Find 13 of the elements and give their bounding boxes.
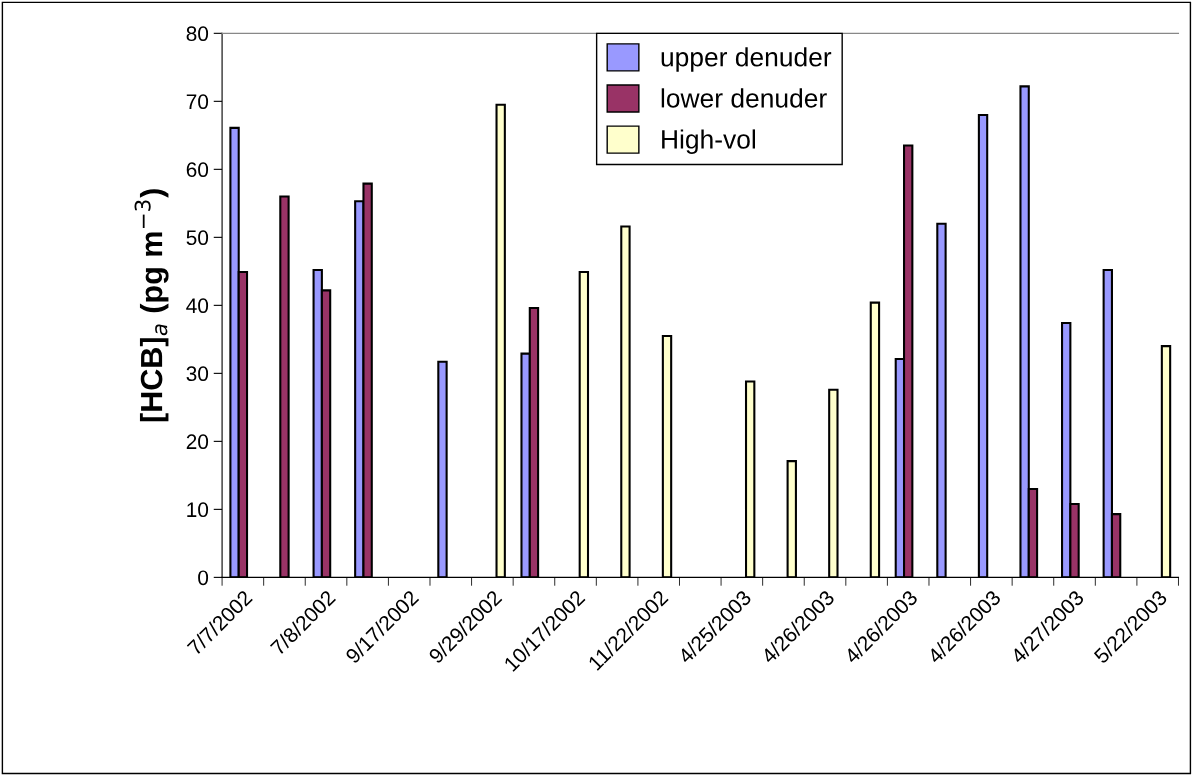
y-tick-label: 50 [186,230,209,246]
legend-label: upper denuder [661,47,832,72]
y-tick-label: 0 [198,570,209,586]
y-tick-label: 10 [187,502,209,518]
y-axis-title: [HCB]$_{a}$ (pg m$^{−3}$) [134,189,169,422]
y-tick-label: 20 [186,434,209,450]
y-tick-label: 70 [186,94,209,110]
y-tick-label: 40 [186,298,209,314]
y-tick-label: 30 [186,366,209,382]
legend-label: High-vol [662,129,755,154]
legend-label: lower denuder [661,88,827,108]
y-tick-label: 80 [186,26,209,42]
y-tick-label: 60 [186,162,209,178]
